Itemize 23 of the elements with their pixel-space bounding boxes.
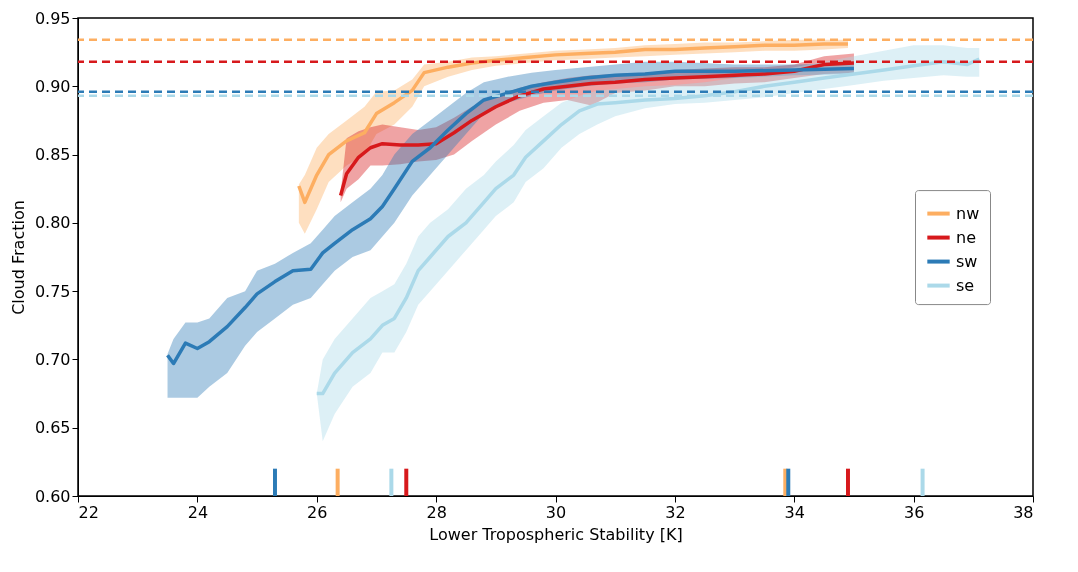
y-tick-label: 0.70 [34, 349, 71, 369]
legend-label: nw [956, 203, 980, 223]
x-tick-label: 22 [78, 502, 99, 522]
x-tick-label: 34 [784, 502, 805, 522]
y-tick-label: 0.60 [34, 486, 71, 506]
x-tick-label: 30 [545, 502, 567, 522]
y-tick-label: 0.80 [34, 213, 71, 233]
y-tick-label: 0.90 [34, 76, 71, 96]
legend-label: ne [956, 227, 976, 247]
y-tick-label: 0.75 [34, 281, 71, 301]
legend-label: sw [956, 251, 978, 271]
y-tick-label: 0.85 [34, 145, 71, 165]
y-tick-label: 0.95 [34, 8, 71, 28]
y-axis-title: Cloud Fraction [8, 200, 28, 315]
x-tick-label: 36 [903, 502, 925, 522]
y-tick-label: 0.65 [34, 418, 71, 438]
x-tick-label: 38 [1013, 502, 1034, 522]
x-tick-label: 26 [307, 502, 328, 522]
x-tick-label: 24 [187, 502, 209, 522]
x-tick-label: 28 [426, 502, 447, 522]
x-tick-label: 32 [665, 502, 686, 522]
x-axis-title: Lower Tropospheric Stability [K] [429, 524, 683, 544]
legend-label: se [956, 275, 975, 295]
